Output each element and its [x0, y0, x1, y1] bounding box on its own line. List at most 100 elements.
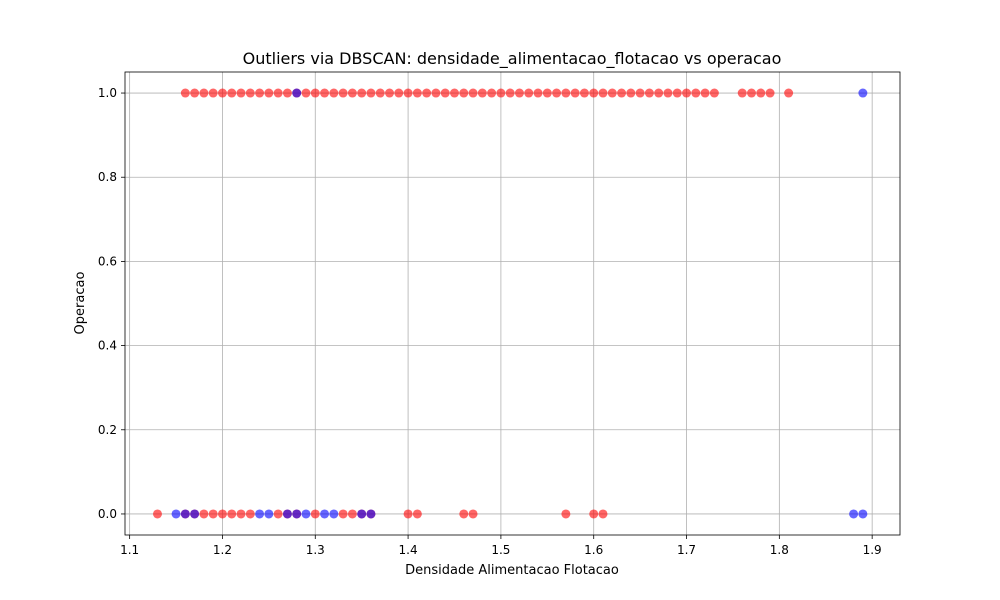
red-data-point — [644, 88, 654, 98]
red-data-point — [273, 509, 283, 519]
x-tick-label: 1.5 — [491, 543, 510, 557]
red-data-point — [440, 88, 450, 98]
red-data-point — [301, 88, 311, 98]
y-tick-label: 0.4 — [98, 339, 117, 353]
red-data-point — [190, 88, 200, 98]
chart-title: Outliers via DBSCAN: densidade_alimentac… — [243, 49, 782, 69]
red-data-point — [524, 88, 534, 98]
x-tick-label: 1.4 — [399, 543, 418, 557]
red-data-point — [236, 88, 246, 98]
blue-data-point — [180, 509, 190, 519]
x-axis-label: Densidade Alimentacao Flotacao — [405, 563, 619, 578]
red-data-point — [227, 509, 237, 519]
red-data-point — [403, 88, 413, 98]
blue-data-point — [329, 509, 339, 519]
red-data-point — [255, 88, 265, 98]
red-data-point — [199, 509, 209, 519]
red-data-point — [589, 88, 599, 98]
data-points — [152, 88, 868, 519]
red-data-point — [672, 88, 682, 98]
x-tick-label: 1.3 — [306, 543, 325, 557]
x-tick-label: 1.9 — [863, 543, 882, 557]
x-tick-label: 1.8 — [770, 543, 789, 557]
red-data-point — [691, 88, 701, 98]
red-data-point — [412, 88, 422, 98]
red-data-point — [264, 88, 274, 98]
blue-data-point — [849, 509, 859, 519]
red-data-point — [598, 88, 608, 98]
red-data-point — [347, 88, 357, 98]
red-data-point — [468, 509, 478, 519]
red-data-point — [208, 509, 218, 519]
red-data-point — [273, 88, 283, 98]
blue-data-point — [858, 88, 868, 98]
red-data-point — [282, 88, 292, 98]
red-data-point — [598, 509, 608, 519]
red-data-point — [682, 88, 692, 98]
blue-data-point — [301, 509, 311, 519]
red-data-point — [487, 88, 497, 98]
y-tick-label: 0.0 — [98, 507, 117, 521]
red-data-point — [217, 509, 227, 519]
red-data-point — [663, 88, 673, 98]
blue-data-point — [292, 509, 302, 519]
y-tick-label: 0.2 — [98, 423, 117, 437]
red-data-point — [561, 509, 571, 519]
red-data-point — [514, 88, 524, 98]
x-tick-label: 1.6 — [584, 543, 603, 557]
red-data-point — [236, 509, 246, 519]
red-data-point — [245, 509, 255, 519]
red-data-point — [459, 88, 469, 98]
red-data-point — [422, 88, 432, 98]
x-tick-label: 1.1 — [120, 543, 139, 557]
y-tick-label: 0.8 — [98, 170, 117, 184]
red-data-point — [449, 88, 459, 98]
red-data-point — [347, 509, 357, 519]
red-data-point — [199, 88, 209, 98]
blue-data-point — [357, 509, 367, 519]
red-data-point — [579, 88, 589, 98]
red-data-point — [709, 88, 719, 98]
blue-data-point — [190, 509, 200, 519]
red-data-point — [403, 509, 413, 519]
red-data-point — [245, 88, 255, 98]
blue-data-point — [292, 88, 302, 98]
red-data-point — [570, 88, 580, 98]
x-tick-label: 1.7 — [677, 543, 696, 557]
red-data-point — [385, 88, 395, 98]
red-data-point — [152, 509, 162, 519]
blue-data-point — [366, 509, 376, 519]
blue-data-point — [858, 509, 868, 519]
red-data-point — [357, 88, 367, 98]
red-data-point — [607, 88, 617, 98]
red-data-point — [552, 88, 562, 98]
red-data-point — [635, 88, 645, 98]
blue-data-point — [320, 509, 330, 519]
red-data-point — [617, 88, 627, 98]
red-data-point — [765, 88, 775, 98]
y-axis-label: Operacao — [73, 272, 88, 335]
red-data-point — [320, 88, 330, 98]
red-data-point — [746, 88, 756, 98]
red-data-point — [542, 88, 552, 98]
red-data-point — [700, 88, 710, 98]
red-data-point — [533, 88, 543, 98]
red-data-point — [310, 509, 320, 519]
red-data-point — [338, 88, 348, 98]
red-data-point — [477, 88, 487, 98]
x-tick-label: 1.2 — [213, 543, 232, 557]
blue-data-point — [255, 509, 265, 519]
red-data-point — [784, 88, 794, 98]
blue-data-point — [264, 509, 274, 519]
red-data-point — [496, 88, 506, 98]
red-data-point — [338, 509, 348, 519]
axis-ticks: 1.1 1.2 1.3 1.4 1.5 1.6 1.7 1.8 1.9 0.0 0.2 0.4 0.6 0… — [98, 86, 882, 557]
blue-data-point — [282, 509, 292, 519]
red-data-point — [468, 88, 478, 98]
red-data-point — [589, 509, 599, 519]
red-data-point — [208, 88, 218, 98]
red-data-point — [227, 88, 237, 98]
red-data-point — [310, 88, 320, 98]
plot-area-frame — [124, 71, 901, 536]
